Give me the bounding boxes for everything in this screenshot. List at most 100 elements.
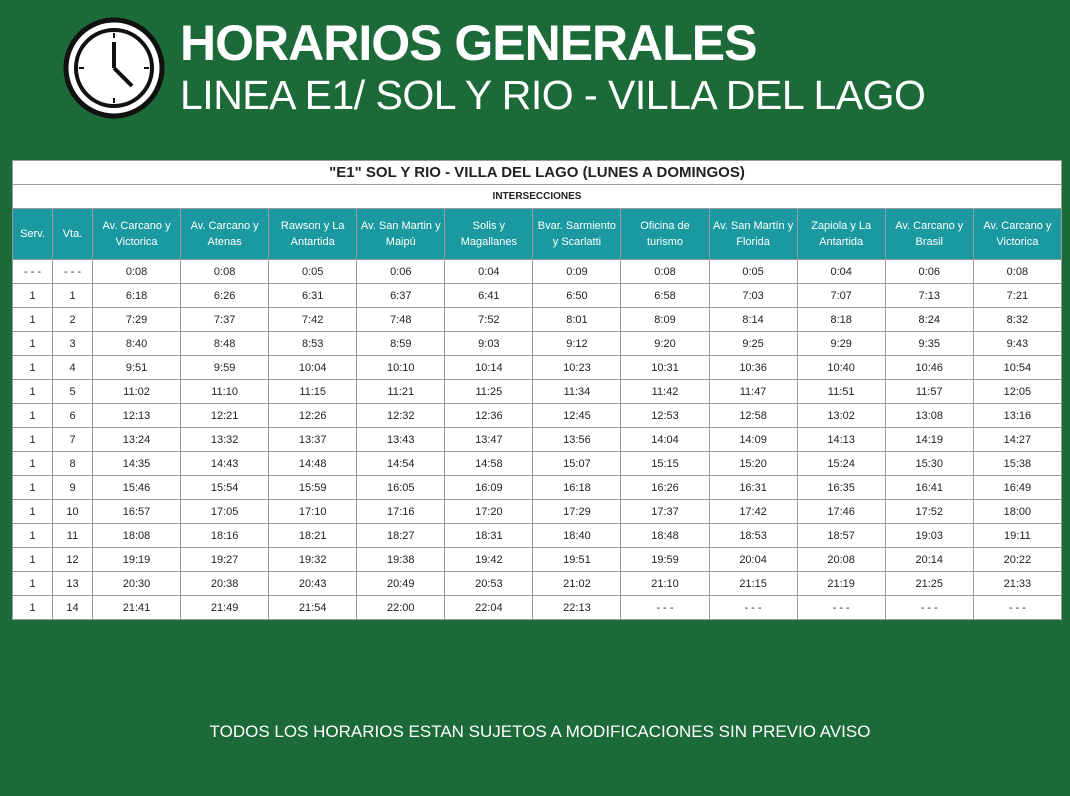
table-cell: 4 (52, 355, 93, 380)
table-cell: 10:04 (268, 355, 358, 380)
table-row: 1 8 14:35 14:43 14:48 14:54 14:58 15:07 15:15 15:… (12, 451, 1063, 476)
table-cell: 16:57 (91, 499, 182, 524)
table-cell: 15:07 (532, 451, 622, 476)
table-cell: 13:56 (532, 427, 622, 452)
column-header: Av. Carcano y Atenas (180, 208, 270, 260)
table-cell: 14:09 (708, 427, 798, 452)
table-cell: 13:37 (268, 427, 358, 452)
table-cell: 6:31 (268, 283, 358, 308)
table-cell: 19:11 (972, 523, 1063, 548)
header-row: Serv. Vta. Av. Carcano y Victorica Av. Carc… (12, 208, 1063, 260)
table-cell: 7:48 (356, 307, 446, 332)
table-cell: 11:42 (620, 379, 710, 404)
column-header: Oficina de turismo (620, 208, 710, 260)
table-cell: 22:13 (532, 595, 622, 620)
table-cell: 21:41 (91, 595, 182, 620)
table-cell: 14:04 (620, 427, 710, 452)
table-cell: 10 (52, 499, 93, 524)
table-cell: 1 (12, 475, 53, 500)
table-row: 1 12 19:19 19:27 19:32 19:38 19:42 19:51 19:59 20… (12, 547, 1063, 572)
table-cell: 17:10 (268, 499, 358, 524)
table-cell: 22:00 (356, 595, 446, 620)
table-cell: 13:16 (972, 403, 1063, 428)
table-cell: 6 (52, 403, 93, 428)
table-row: 1 10 16:57 17:05 17:10 17:16 17:20 17:29 17:37 17… (12, 499, 1063, 524)
column-header: Bvar. Sarmiento y Scarlatti (532, 208, 622, 260)
table-cell: - - - (972, 595, 1063, 620)
table-cell: 10:14 (444, 355, 534, 380)
table-cell: 1 (12, 403, 53, 428)
table-cell: 10:46 (884, 355, 974, 380)
table-cell: 17:42 (708, 499, 798, 524)
table-cell: 16:26 (620, 475, 710, 500)
table-cell: 20:14 (884, 547, 974, 572)
table-cell: 8:53 (268, 331, 358, 356)
title-row: "E1" SOL Y RIO - VILLA DEL LAGO (LUNES A… (12, 160, 1062, 185)
table-cell: 11:51 (796, 379, 886, 404)
table-cell: 20:04 (708, 547, 798, 572)
table-cell: 9 (52, 475, 93, 500)
table-cell: 0:04 (444, 259, 534, 284)
table-cell: - - - (52, 259, 93, 284)
table-cell: 18:31 (444, 523, 534, 548)
schedule-table: "E1" SOL Y RIO - VILLA DEL LAGO (LUNES A… (12, 160, 1063, 620)
table-cell: 0:04 (796, 259, 886, 284)
table-cell: 6:50 (532, 283, 622, 308)
table-cell: 0:06 (884, 259, 974, 284)
table-cell: 12:58 (708, 403, 798, 428)
column-header: Solis y Magallanes (444, 208, 534, 260)
table-cell: 19:03 (884, 523, 974, 548)
table-cell: 1 (12, 307, 53, 332)
table-cell: 1 (12, 547, 53, 572)
table-cell: 8:14 (708, 307, 798, 332)
column-header: Av. San Martín y Florida (708, 208, 798, 260)
table-cell: 18:21 (268, 523, 358, 548)
table-cell: 15:59 (268, 475, 358, 500)
table-cell: 8:09 (620, 307, 710, 332)
table-cell: 0:08 (972, 259, 1063, 284)
table-cell: 12:32 (356, 403, 446, 428)
table-cell: 16:31 (708, 475, 798, 500)
table-cell: 21:02 (532, 571, 622, 596)
table-cell: 10:10 (356, 355, 446, 380)
table-cell: 6:18 (91, 283, 182, 308)
table-cell: 7:42 (268, 307, 358, 332)
table-cell: 18:08 (91, 523, 182, 548)
table-cell: 9:03 (444, 331, 534, 356)
table-cell: 9:51 (91, 355, 182, 380)
title: HORARIOS GENERALES (180, 15, 758, 71)
table-cell: 14:58 (444, 451, 534, 476)
column-header: Av. San Martin y Maipú (356, 208, 446, 260)
table-cell: - - - (796, 595, 886, 620)
table-row: 1 9 15:46 15:54 15:59 16:05 16:09 16:18 16:26 16:… (12, 475, 1063, 500)
footer-note: TODOS LOS HORARIOS ESTAN SUJETOS A MODIF… (209, 722, 871, 741)
table-cell: 18:53 (708, 523, 798, 548)
table-cell: 12:21 (180, 403, 270, 428)
table-cell: 2 (52, 307, 93, 332)
column-header: Av. Carcano y Victorica (91, 208, 182, 260)
table-cell: 10:23 (532, 355, 622, 380)
group-row: INTERSECCIONES (12, 184, 1062, 209)
table-cell: 9:35 (884, 331, 974, 356)
table-cell: 11:10 (180, 379, 270, 404)
table-cell: 7:37 (180, 307, 270, 332)
table-cell: 15:38 (972, 451, 1063, 476)
table-cell: 13:47 (444, 427, 534, 452)
table-row: 1 1 6:18 6:26 6:31 6:37 6:41 6:50 6:58 7:03 7:07 7:… (12, 283, 1063, 308)
table-row: 1 11 18:08 18:16 18:21 18:27 18:31 18:40 18:48 18… (12, 523, 1063, 548)
table-cell: 19:42 (444, 547, 534, 572)
table-cell: 11:15 (268, 379, 358, 404)
table-cell: 20:30 (91, 571, 182, 596)
table-cell: 12 (52, 547, 93, 572)
table-cell: 1 (12, 499, 53, 524)
table-cell: 7:52 (444, 307, 534, 332)
table-cell: 5 (52, 379, 93, 404)
table-cell: 21:15 (708, 571, 798, 596)
table-row: 1 2 7:29 7:37 7:42 7:48 7:52 8:01 8:09 8:14 8:18 8:… (12, 307, 1063, 332)
column-header: Serv. (12, 208, 53, 260)
table-cell: 17:46 (796, 499, 886, 524)
table-cell: 0:06 (356, 259, 446, 284)
table-cell: 10:31 (620, 355, 710, 380)
table-cell: 16:41 (884, 475, 974, 500)
